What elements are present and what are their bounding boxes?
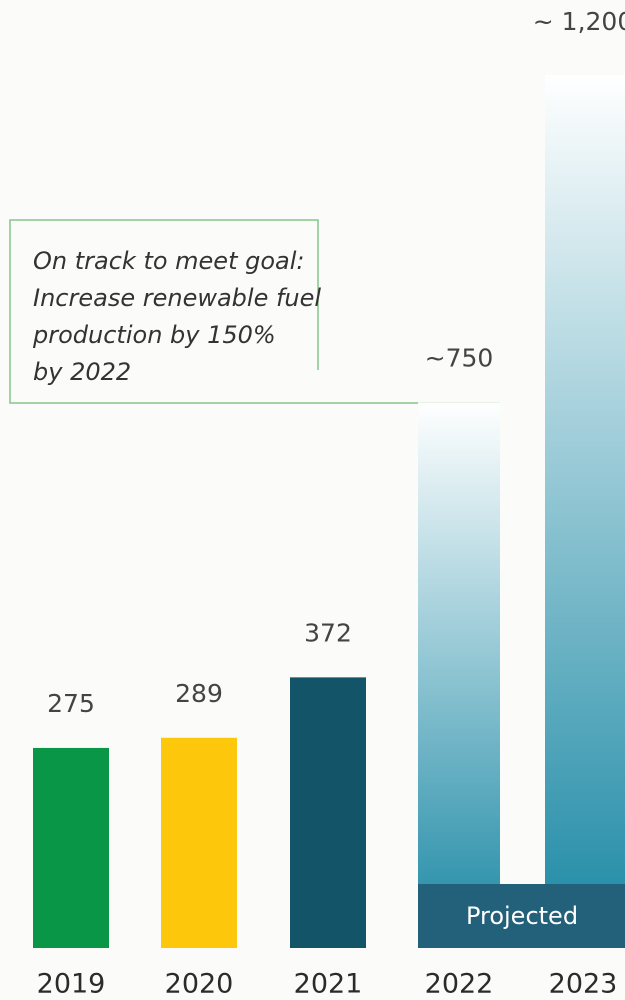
annotation-line: On track to meet goal: [33, 247, 305, 275]
bar [161, 737, 237, 948]
projected-label: Projected [466, 902, 578, 930]
x-tick-label: 2023 [549, 969, 618, 1000]
x-tick-label: 2021 [294, 969, 363, 1000]
annotation-line: production by 150% [32, 321, 276, 349]
bar [418, 402, 500, 948]
annotation-line: Increase renewable fuel [33, 284, 321, 312]
bar [33, 747, 109, 948]
x-tick-label: 2022 [425, 969, 494, 1000]
value-label: 372 [304, 618, 352, 647]
value-label: 289 [175, 679, 223, 708]
value-label: 275 [47, 689, 95, 718]
value-label: ~ 1,200 [533, 7, 625, 36]
bar [545, 75, 625, 948]
value-label: ~750 [425, 343, 494, 372]
annotation-border [9, 219, 500, 404]
annotation-line: by 2022 [33, 358, 131, 386]
x-tick-label: 2020 [165, 969, 234, 1000]
annotation: On track to meet goal: Increase renewable… [32, 247, 321, 386]
annotation-frame [9, 219, 500, 404]
x-tick-label: 2019 [37, 969, 106, 1000]
bar [290, 677, 366, 948]
projected-box [418, 884, 625, 948]
